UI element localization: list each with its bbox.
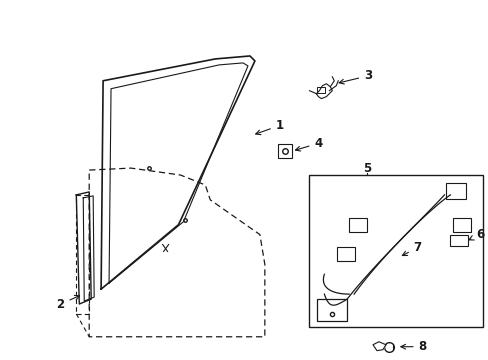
Bar (449, 235, 468, 247)
Text: 6: 6 (468, 228, 484, 241)
Polygon shape (372, 342, 385, 351)
Bar (277, 144, 291, 158)
Bar (337, 247, 354, 261)
Bar (317, 87, 325, 93)
Text: 3: 3 (339, 69, 371, 84)
Bar (309, 175, 482, 327)
Text: 8: 8 (400, 340, 426, 353)
Text: 2: 2 (56, 296, 80, 311)
Text: 1: 1 (255, 119, 284, 135)
Bar (446, 183, 466, 199)
Bar (348, 218, 366, 231)
Bar (317, 299, 346, 321)
Text: 5: 5 (362, 162, 370, 175)
Text: 4: 4 (295, 137, 322, 151)
Text: 7: 7 (402, 241, 421, 256)
Bar (452, 218, 470, 231)
